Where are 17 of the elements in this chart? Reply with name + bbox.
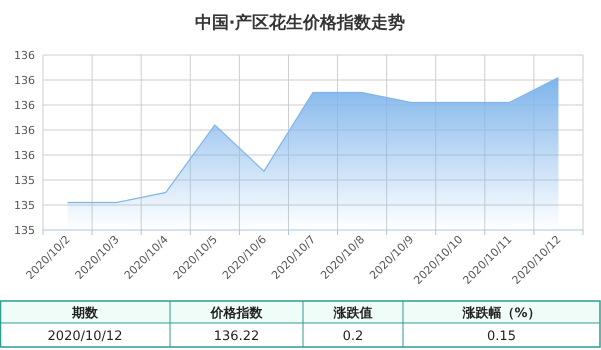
y-tick-label: 135 (14, 199, 35, 212)
y-tick-label: 136 (14, 49, 35, 62)
text: 0.15 (487, 329, 516, 344)
text: 2020/10/12 (48, 329, 122, 344)
text: 期数 (71, 306, 99, 321)
chart-title: 中国·产区花生价格指数走势 (194, 13, 406, 33)
text: 价格指数 (210, 306, 264, 321)
text: 0.2 (342, 329, 364, 344)
text: 涨跌幅（%） (461, 306, 541, 321)
y-tick-label: 136 (14, 124, 35, 137)
y-tick-label: 136 (14, 99, 35, 112)
y-tick-label: 135 (14, 174, 35, 187)
y-tick-label: 135 (14, 224, 35, 237)
y-tick-label: 136 (14, 74, 35, 87)
text: 136.22 (214, 329, 260, 344)
y-tick-label: 136 (14, 149, 35, 162)
text: 涨跌值 (332, 306, 372, 321)
